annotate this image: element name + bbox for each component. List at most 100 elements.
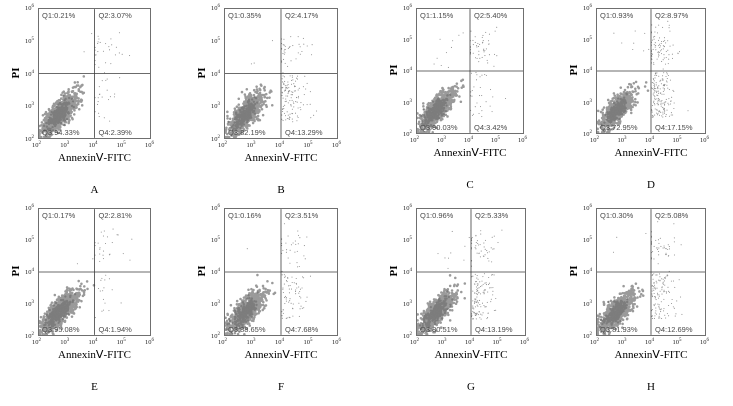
x-tick-label: 105	[672, 136, 682, 144]
data-point	[300, 109, 302, 111]
data-point	[40, 121, 44, 124]
y-tick-label: 104	[211, 69, 220, 78]
data-point	[655, 49, 657, 51]
data-point	[474, 41, 476, 43]
data-point	[68, 107, 72, 111]
x-tick-label: 106	[700, 136, 709, 144]
data-point	[657, 86, 659, 88]
data-point	[482, 49, 484, 51]
data-point	[245, 121, 249, 124]
data-point	[233, 107, 237, 110]
data-point	[440, 115, 443, 119]
data-point	[618, 122, 622, 125]
data-point	[644, 32, 646, 34]
data-point	[289, 113, 291, 115]
data-point	[444, 113, 448, 117]
data-point	[667, 102, 669, 104]
data-point	[65, 117, 69, 121]
y-tick-label: 105	[25, 36, 34, 45]
y-axis-label: PI	[196, 67, 208, 78]
data-point	[231, 130, 235, 133]
y-axis-label: PI	[388, 64, 400, 76]
data-point	[262, 102, 265, 106]
data-point	[654, 114, 656, 116]
data-point	[478, 50, 480, 52]
data-point	[52, 102, 56, 106]
quadrant-label-q2: Q2:3.07%	[98, 11, 132, 20]
data-point	[671, 53, 673, 55]
data-point	[420, 127, 424, 130]
data-point	[623, 101, 626, 105]
data-point	[425, 112, 429, 115]
data-point	[227, 120, 230, 124]
data-point	[296, 115, 298, 117]
data-point	[114, 54, 116, 56]
data-point	[289, 100, 291, 102]
data-point	[281, 94, 283, 97]
data-point	[287, 114, 289, 116]
data-point	[425, 130, 428, 133]
data-point	[654, 98, 656, 101]
data-point	[666, 109, 668, 111]
data-point	[284, 101, 286, 103]
data-point	[444, 110, 448, 113]
data-point	[634, 30, 636, 32]
data-point	[656, 114, 659, 116]
data-point	[663, 84, 665, 86]
data-point	[424, 124, 428, 128]
data-point	[657, 51, 659, 53]
data-point	[67, 114, 71, 117]
data-point	[653, 44, 655, 46]
data-point	[43, 129, 46, 132]
data-point	[91, 33, 93, 35]
x-tick-label: 106	[145, 141, 154, 149]
data-point	[488, 43, 490, 45]
data-point	[450, 90, 454, 94]
data-point	[654, 74, 656, 76]
data-point	[632, 48, 634, 51]
data-point	[303, 43, 305, 45]
data-point	[250, 107, 254, 111]
data-point	[632, 81, 636, 85]
data-point	[283, 112, 285, 114]
data-point	[39, 132, 41, 136]
data-point	[241, 110, 244, 114]
data-point	[424, 122, 427, 125]
data-point	[256, 111, 259, 114]
data-point	[63, 117, 66, 120]
data-point	[453, 90, 457, 93]
data-point	[256, 101, 259, 104]
data-point	[46, 135, 49, 138]
data-point	[285, 95, 287, 97]
data-point	[610, 120, 613, 123]
data-point	[436, 93, 440, 97]
data-point	[488, 40, 490, 42]
data-point	[665, 42, 667, 44]
data-point	[622, 93, 626, 96]
data-point	[603, 121, 606, 124]
data-point	[111, 44, 113, 46]
data-point	[651, 53, 654, 55]
data-point	[636, 101, 639, 104]
data-point	[76, 287, 79, 291]
data-point	[657, 88, 659, 90]
data-point	[475, 72, 477, 74]
data-point	[296, 78, 299, 80]
data-point	[644, 81, 648, 84]
data-point	[282, 87, 284, 89]
data-point	[441, 86, 444, 90]
data-point	[448, 93, 452, 97]
data-point	[656, 103, 658, 105]
data-point	[310, 117, 312, 119]
data-point	[80, 104, 84, 107]
data-point	[42, 124, 46, 128]
data-point	[662, 113, 664, 115]
data-point	[284, 80, 286, 82]
data-point	[659, 50, 661, 52]
data-point	[673, 90, 675, 93]
quadrant-label-q1: Q1:0.35%	[228, 11, 262, 20]
data-point	[242, 123, 246, 126]
data-point	[604, 113, 607, 116]
data-point	[488, 33, 490, 35]
data-point	[47, 107, 51, 111]
